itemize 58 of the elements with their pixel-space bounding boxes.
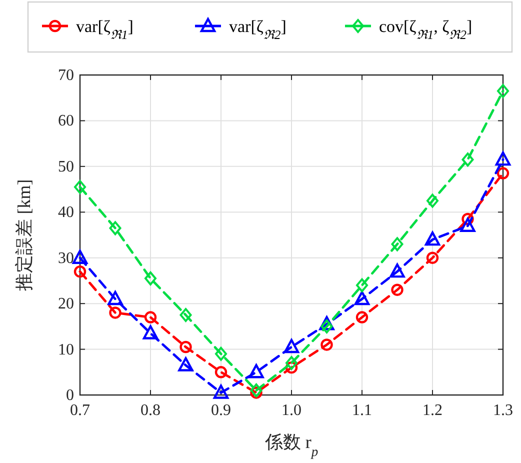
point (426, 252, 439, 264)
y-tick-label: 20 (58, 296, 74, 313)
point (178, 357, 194, 372)
point (495, 151, 511, 166)
point (285, 361, 298, 374)
x-tick-label: 0.9 (211, 402, 231, 419)
point (496, 167, 510, 180)
point (109, 306, 122, 319)
point (460, 218, 476, 232)
x-tick-label: 1.3 (493, 402, 513, 419)
x-tick-label: 0.7 (70, 402, 90, 419)
point (320, 319, 333, 334)
point (284, 338, 300, 354)
point (286, 356, 298, 370)
point (250, 386, 262, 399)
point (356, 278, 368, 292)
point (213, 384, 229, 399)
x-tick-label: 0.8 (140, 402, 160, 419)
y-tick-label: 0 (66, 387, 74, 404)
y-tick-label: 40 (58, 204, 74, 222)
point (391, 284, 404, 296)
point (320, 338, 333, 351)
point (214, 366, 228, 378)
point (356, 311, 368, 324)
point (248, 364, 264, 378)
point (74, 180, 86, 194)
legend-label: var[ζ$_{ℜ2}$] (229, 17, 286, 42)
x-tick-label: 1.2 (422, 402, 442, 419)
point (72, 250, 88, 264)
point (180, 308, 192, 322)
point (144, 311, 157, 324)
point (108, 290, 123, 306)
point (462, 152, 474, 167)
y-tick-label: 70 (58, 67, 74, 84)
point (250, 383, 262, 398)
legend-label: cov[ζ$_{ℜ1}$, ζ$_{ℜ2}$] (379, 17, 472, 42)
point (109, 221, 122, 236)
point (215, 346, 227, 361)
point (319, 316, 334, 330)
x-tick-label: 1.1 (352, 402, 372, 419)
point (390, 263, 405, 278)
point (142, 325, 158, 340)
y-tick-label: 10 (58, 341, 74, 358)
point (497, 84, 509, 98)
x-tick-label: 1.0 (282, 402, 302, 419)
point (391, 237, 404, 252)
point (424, 231, 440, 246)
point (144, 271, 156, 286)
point (354, 290, 370, 306)
legend-label: var[ζ$_{ℜ1}$] (76, 17, 134, 42)
x-axis-title: 係数 r$_{p}$ (264, 432, 318, 458)
point (426, 194, 438, 208)
y-tick-label: 30 (58, 250, 74, 267)
y-axis-title: 推定誤差 [km] (14, 179, 34, 291)
y-tick-label: 60 (58, 112, 74, 130)
y-tick-label: 50 (58, 158, 74, 176)
point (180, 340, 192, 354)
point (74, 265, 86, 278)
